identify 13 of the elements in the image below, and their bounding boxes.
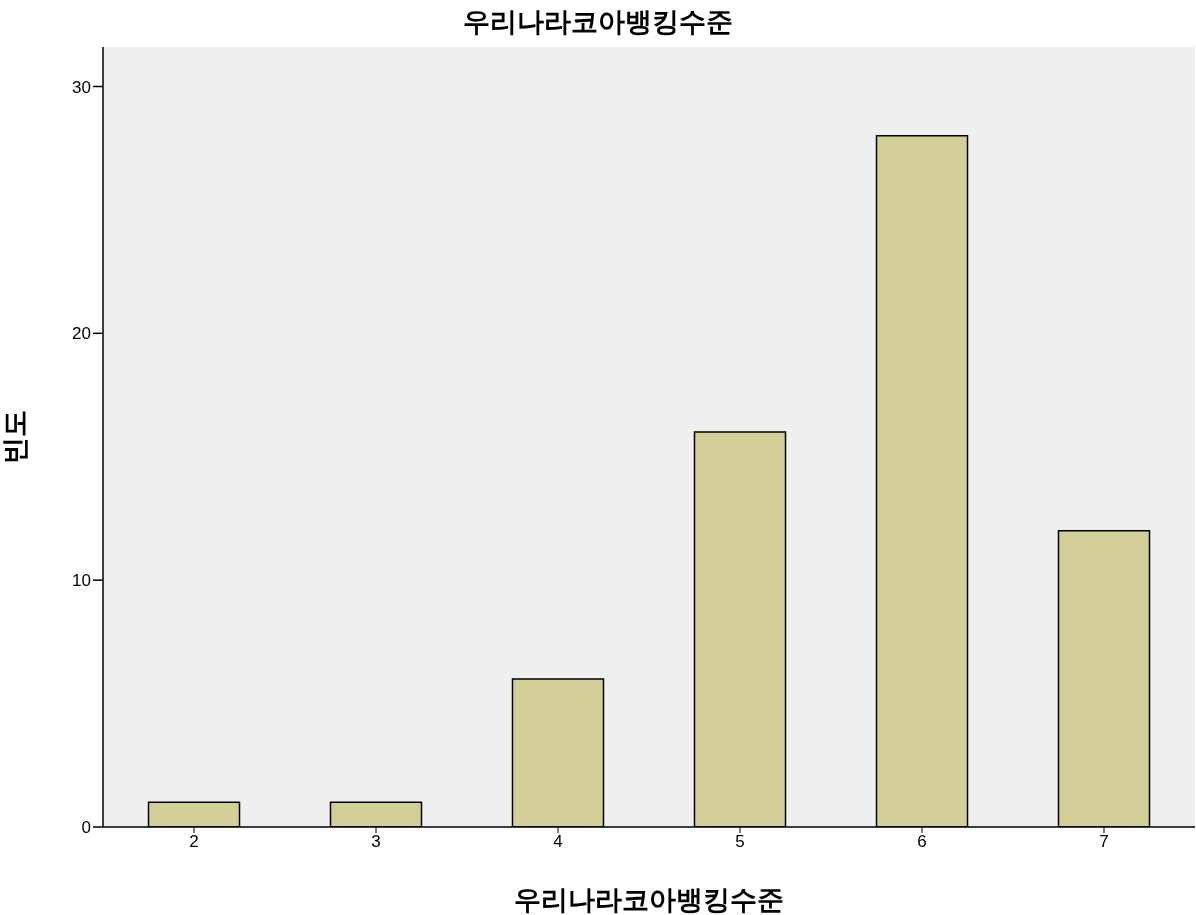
x-tick-label: 2 xyxy=(189,832,199,852)
x-axis-title: 우리나라코아뱅킹수준 xyxy=(514,884,784,915)
x-tick-label: 6 xyxy=(917,832,927,852)
x-tick-label: 3 xyxy=(371,832,381,852)
y-tick-label: 30 xyxy=(72,77,91,97)
x-tick-label: 7 xyxy=(1099,832,1109,852)
x-tick-label: 4 xyxy=(553,832,563,852)
y-tick-label: 20 xyxy=(72,324,91,344)
x-tick-label: 5 xyxy=(735,832,745,852)
y-tick-label: 10 xyxy=(72,571,91,591)
y-tick-label: 0 xyxy=(81,818,91,838)
y-axis-title: 빈도 xyxy=(0,410,30,464)
chart-title: 우리나라코아뱅킹수준 xyxy=(462,5,734,39)
